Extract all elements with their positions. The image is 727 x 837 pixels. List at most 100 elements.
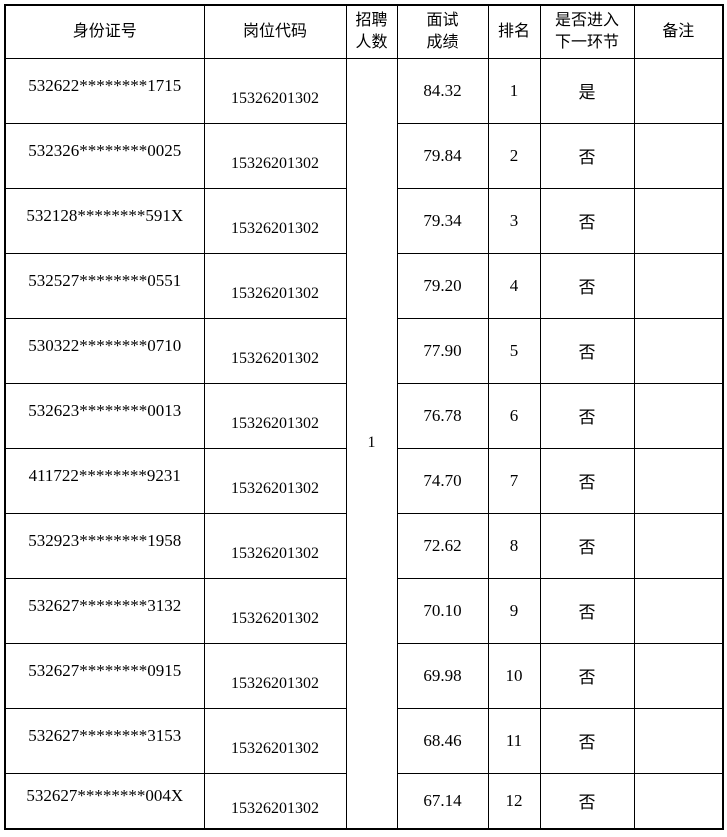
table-row: 532128********591X 15326201302 79.34 3 否 — [4, 187, 724, 254]
job-code-value: 15326201302 — [231, 739, 319, 757]
id-cell: 532627********3132 — [4, 577, 205, 644]
table-row: 532627********004X 15326201302 67.14 12 … — [4, 772, 724, 830]
id-cell: 532326********0025 — [4, 122, 205, 189]
header-row: 身份证号 岗位代码 招聘 人数 面试 成绩 排名 是否进入 下一环节 备注 — [4, 4, 724, 59]
column-header-job-code: 岗位代码 — [203, 4, 347, 59]
header-line: 人数 — [355, 33, 388, 51]
id-value: 530322********0710 — [28, 335, 182, 355]
score-cell: 76.78 — [396, 382, 489, 449]
job-code-cell: 15326201302 — [203, 577, 347, 644]
job-code-value: 15326201302 — [231, 219, 319, 237]
score-cell: 79.20 — [396, 252, 489, 319]
rank-cell: 7 — [487, 447, 541, 514]
interview-results-table: 身份证号 岗位代码 招聘 人数 面试 成绩 排名 是否进入 下一环节 备注 — [4, 4, 724, 830]
job-code-cell: 15326201302 — [203, 512, 347, 579]
next-stage-cell: 是 — [539, 57, 635, 124]
table-row: 532627********0915 15326201302 69.98 10 … — [4, 642, 724, 709]
next-stage-cell: 否 — [539, 122, 635, 189]
job-code-cell: 15326201302 — [203, 187, 347, 254]
next-stage-cell: 否 — [539, 382, 635, 449]
header-line: 招聘 — [355, 11, 388, 29]
score-cell: 72.62 — [396, 512, 489, 579]
job-code-value: 15326201302 — [231, 674, 319, 692]
next-stage-cell: 否 — [539, 707, 635, 774]
id-value: 532627********3132 — [28, 595, 182, 615]
table-row: 532622********1715 15326201302 1 84.32 1… — [4, 57, 724, 830]
job-code-value: 15326201302 — [231, 154, 319, 172]
table-row: 532627********3153 15326201302 68.46 11 … — [4, 707, 724, 774]
job-code-cell: 15326201302 — [203, 772, 347, 830]
job-code-value: 15326201302 — [231, 479, 319, 497]
remark-cell — [633, 252, 724, 319]
id-cell: 532627********3153 — [4, 707, 205, 774]
rank-cell: 1 — [487, 57, 541, 124]
table-row: 532527********0551 15326201302 79.20 4 否 — [4, 252, 724, 319]
job-code-cell: 15326201302 — [203, 317, 347, 384]
job-code-value: 15326201302 — [231, 89, 319, 107]
next-stage-cell: 否 — [539, 577, 635, 644]
next-stage-cell: 否 — [539, 772, 635, 830]
id-cell: 532527********0551 — [4, 252, 205, 319]
job-code-cell: 15326201302 — [203, 122, 347, 189]
table-row: 532627********3132 15326201302 70.10 9 否 — [4, 577, 724, 644]
next-stage-cell: 否 — [539, 447, 635, 514]
header-line: 下一环节 — [554, 33, 619, 51]
column-header-interview-score: 面试 成绩 — [396, 4, 489, 59]
score-cell: 69.98 — [396, 642, 489, 709]
score-cell: 84.32 — [396, 57, 489, 124]
table-row: 532623********0013 15326201302 76.78 6 否 — [4, 382, 724, 449]
remark-cell — [633, 642, 724, 709]
job-code-value: 15326201302 — [231, 349, 319, 367]
rank-cell: 12 — [487, 772, 541, 830]
id-cell: 532627********004X — [4, 772, 205, 830]
score-cell: 70.10 — [396, 577, 489, 644]
id-cell: 532128********591X — [4, 187, 205, 254]
job-code-value: 15326201302 — [231, 544, 319, 562]
rank-cell: 3 — [487, 187, 541, 254]
id-value: 532923********1958 — [28, 530, 182, 550]
job-code-cell: 15326201302 — [203, 447, 347, 514]
job-code-value: 15326201302 — [231, 414, 319, 432]
remark-cell — [633, 577, 724, 644]
remark-cell — [633, 772, 724, 830]
rank-cell: 10 — [487, 642, 541, 709]
id-value: 532623********0013 — [28, 400, 182, 420]
next-stage-cell: 否 — [539, 317, 635, 384]
id-value: 532627********004X — [26, 785, 184, 805]
recruit-count-cell: 1 — [345, 57, 398, 830]
next-stage-cell: 否 — [539, 252, 635, 319]
job-code-cell: 15326201302 — [203, 252, 347, 319]
column-header-id-number: 身份证号 — [4, 4, 205, 59]
id-cell: 532622********1715 — [4, 57, 205, 124]
score-cell: 77.90 — [396, 317, 489, 384]
column-header-remark: 备注 — [633, 4, 724, 59]
score-cell: 74.70 — [396, 447, 489, 514]
rank-cell: 9 — [487, 577, 541, 644]
remark-cell — [633, 707, 724, 774]
remark-cell — [633, 317, 724, 384]
header-line: 是否进入 — [554, 11, 619, 29]
job-code-cell: 15326201302 — [203, 57, 347, 124]
id-cell: 532923********1958 — [4, 512, 205, 579]
table-row: 532326********0025 15326201302 79.84 2 否 — [4, 122, 724, 189]
column-header-recruit-count: 招聘 人数 — [345, 4, 398, 59]
next-stage-cell: 否 — [539, 642, 635, 709]
id-cell: 411722********9231 — [4, 447, 205, 514]
id-value: 532128********591X — [26, 205, 184, 225]
id-value: 532627********3153 — [28, 725, 182, 745]
table-row: 530322********0710 15326201302 77.90 5 否 — [4, 317, 724, 384]
column-header-rank: 排名 — [487, 4, 541, 59]
rank-cell: 5 — [487, 317, 541, 384]
column-header-next-stage: 是否进入 下一环节 — [539, 4, 635, 59]
id-cell: 532623********0013 — [4, 382, 205, 449]
rank-cell: 4 — [487, 252, 541, 319]
remark-cell — [633, 447, 724, 514]
score-cell: 79.84 — [396, 122, 489, 189]
rank-cell: 11 — [487, 707, 541, 774]
next-stage-cell: 否 — [539, 187, 635, 254]
job-code-value: 15326201302 — [231, 609, 319, 627]
id-cell: 532627********0915 — [4, 642, 205, 709]
header-line: 面试 — [426, 11, 459, 29]
id-cell: 530322********0710 — [4, 317, 205, 384]
